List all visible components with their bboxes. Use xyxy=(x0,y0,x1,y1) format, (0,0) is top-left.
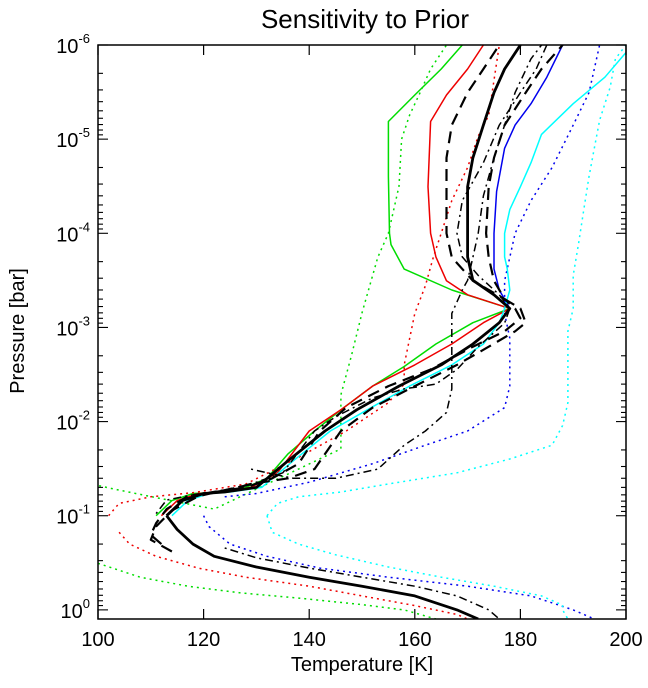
y-tick-label: 10-2 xyxy=(56,408,90,435)
series-line-11 xyxy=(266,515,569,619)
x-tick-label: 200 xyxy=(609,629,642,651)
x-tick-label: 120 xyxy=(187,629,220,651)
series-line-12 xyxy=(171,52,626,517)
series-line-2 xyxy=(98,562,437,619)
series-line-15 xyxy=(224,547,500,619)
series-line-7 xyxy=(202,515,595,619)
y-axis-label: Pressure [bar] xyxy=(7,268,29,394)
x-tick-label: 160 xyxy=(398,629,431,651)
y-tick-label: 100 xyxy=(61,596,90,623)
y-tick-label: 10-4 xyxy=(56,219,90,246)
y-axis-ticks: 100 10-1 10-2 10-3 10-4 10-5 10-6 xyxy=(56,31,626,623)
x-axis-label: Temperature [K] xyxy=(291,654,433,676)
x-tick-label: 100 xyxy=(81,629,114,651)
series-line-19 xyxy=(165,514,479,619)
y-tick-label: 10-5 xyxy=(56,125,90,152)
plot-frame xyxy=(97,44,627,620)
series-line-8 xyxy=(224,45,601,498)
series-line-13 xyxy=(155,45,548,515)
series-line-17 xyxy=(149,45,564,553)
plot-area xyxy=(98,45,626,619)
x-axis-ticks: 100 120 140 160 180 200 xyxy=(81,45,643,651)
y-tick-label: 10-6 xyxy=(56,31,90,58)
series-line-18 xyxy=(165,45,522,517)
series-line-1 xyxy=(98,45,448,510)
series-line-5 xyxy=(118,531,468,619)
chart-title: Sensitivity to Prior xyxy=(261,4,469,34)
x-tick-label: 140 xyxy=(293,629,326,651)
x-tick-label: 180 xyxy=(504,629,537,651)
y-tick-label: 10-3 xyxy=(56,313,90,340)
series-line-14 xyxy=(250,45,543,480)
y-tick-label: 10-1 xyxy=(56,502,90,529)
series-line-9 xyxy=(166,45,564,517)
